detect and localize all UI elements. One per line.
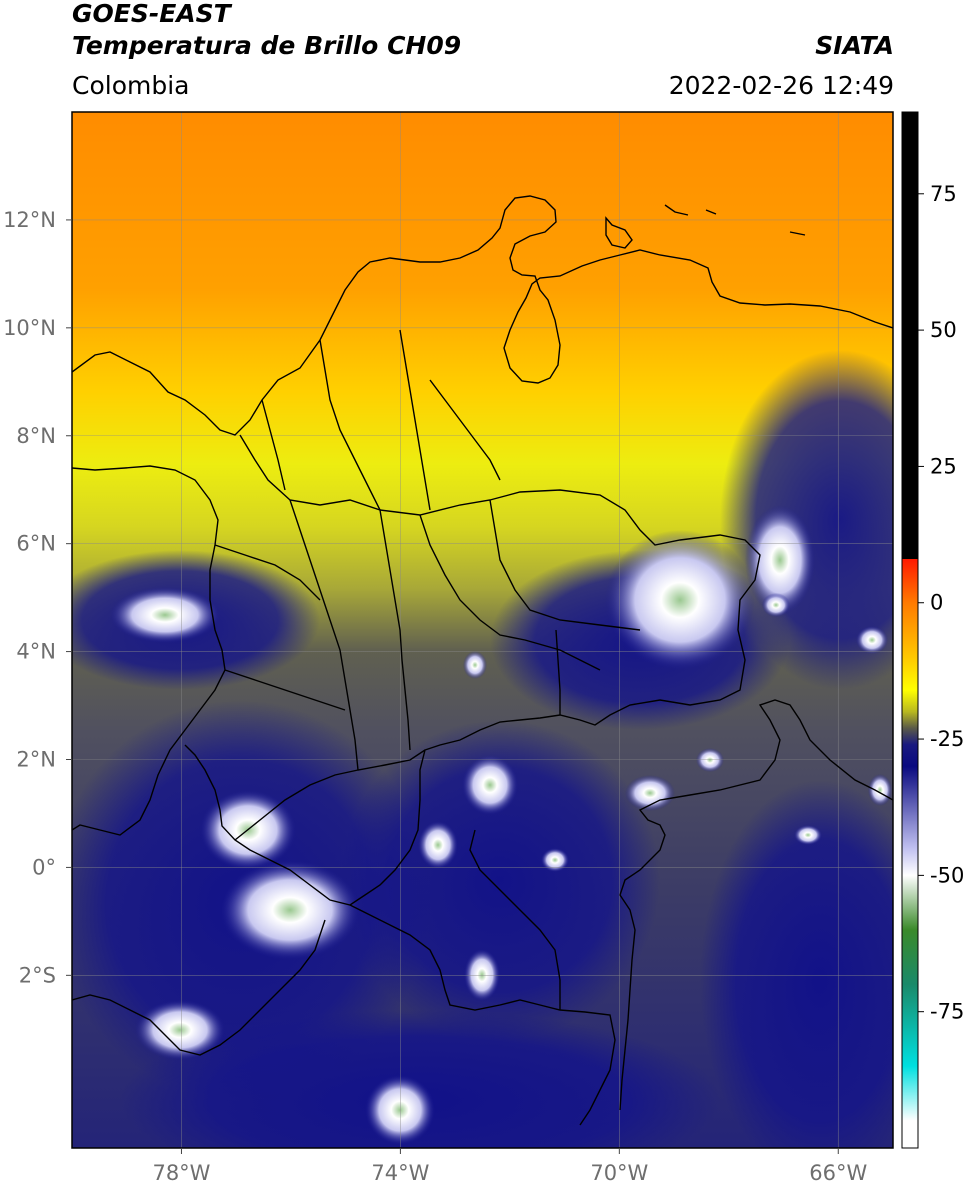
- colorbar-tick-label: 75: [930, 182, 957, 206]
- colorbar-gradient: [902, 112, 918, 1148]
- cloud-cell: [856, 626, 888, 654]
- lat-tick-label: 4°N: [16, 640, 56, 664]
- cloud-cell: [365, 1075, 435, 1145]
- brightness-field: [72, 112, 893, 1148]
- cloud-cell: [625, 775, 675, 811]
- internal-border: [419, 514, 601, 671]
- colorbar-ticks: 75 50 25 0 -25 -50 -75: [918, 182, 964, 1024]
- internal-border: [261, 399, 286, 491]
- cloud-cell: [135, 1000, 225, 1060]
- caribbean-coastline: [72, 195, 893, 436]
- datetime-label: 2022-02-26 12:49: [668, 71, 894, 100]
- colombia-border: [184, 434, 761, 906]
- lat-tick-label: 10°N: [3, 316, 56, 340]
- map-frame: [71, 111, 894, 1149]
- cloud-cell: [605, 530, 755, 670]
- colorbar-tick-label: -75: [930, 1000, 964, 1024]
- cloud-cell: [762, 593, 790, 617]
- colorbar-tick-label: 0: [930, 591, 943, 615]
- cloud-cell: [220, 860, 360, 960]
- cloud-cell: [868, 774, 892, 806]
- lat-tick-label: 8°N: [16, 424, 56, 448]
- aruba-curacao: [605, 204, 806, 249]
- lat-tick-label: 2°S: [19, 963, 56, 987]
- colorbar-tick-label: 50: [930, 318, 957, 342]
- brazil-peru-border: [469, 829, 561, 1010]
- colombia-peru-border: [349, 904, 616, 1126]
- internal-border: [555, 629, 561, 715]
- lat-tick-label: 0°: [32, 855, 56, 879]
- colorbar-frame: [901, 111, 919, 1149]
- colorbar-tick-label: -50: [930, 863, 964, 887]
- cold-region-south: [120, 1010, 720, 1148]
- cloud-cell: [696, 748, 724, 772]
- internal-border: [399, 329, 431, 511]
- cloud-cell: [463, 651, 487, 679]
- cloud-cell: [462, 755, 518, 815]
- cloud-cell: [418, 821, 458, 869]
- product-title: Temperatura de Brillo CH09: [72, 31, 462, 60]
- venezuela-brazil-border: [619, 699, 893, 1111]
- coastlines-and-borders: [72, 195, 893, 1126]
- lat-tick-label: 6°N: [16, 532, 56, 556]
- cloud-cell: [794, 825, 822, 845]
- colorbar-tick-label: 25: [930, 454, 957, 478]
- lon-tick-label: 70°W: [590, 1161, 648, 1185]
- cloud-cell: [464, 949, 500, 1001]
- internal-border: [429, 379, 501, 481]
- ecuador-coast: [72, 919, 326, 1056]
- internal-border: [234, 749, 426, 841]
- latitude-axis: 12°N 10°N 8°N 6°N 4°N 2°N 0° 2°S: [3, 208, 72, 987]
- lon-tick-label: 66°W: [809, 1161, 867, 1185]
- graticule: [72, 112, 893, 1148]
- internal-border: [224, 669, 346, 711]
- internal-border: [489, 499, 641, 631]
- cloud-cell: [541, 848, 569, 872]
- internal-border: [214, 544, 321, 601]
- internal-border: [319, 339, 381, 511]
- longitude-axis: 78°W 74°W 70°W 66°W: [152, 1148, 867, 1185]
- cloud-cell: [110, 587, 220, 643]
- cloud-cell: [745, 505, 815, 615]
- region-label: Colombia: [72, 71, 190, 100]
- lon-tick-label: 74°W: [371, 1161, 429, 1185]
- brand-label: SIATA: [815, 31, 894, 60]
- colorbar-tick-label: -25: [930, 727, 964, 751]
- internal-border: [289, 499, 359, 771]
- cold-region-southeast: [700, 780, 893, 1148]
- pacific-coastline: [72, 465, 226, 836]
- colorbar: 75 50 25 0 -25 -50 -75: [901, 111, 964, 1149]
- lat-tick-label: 12°N: [3, 208, 56, 232]
- satellite-title: GOES-EAST: [72, 0, 231, 28]
- lat-tick-label: 2°N: [16, 748, 56, 772]
- internal-border: [379, 509, 411, 751]
- lon-tick-label: 78°W: [152, 1161, 210, 1185]
